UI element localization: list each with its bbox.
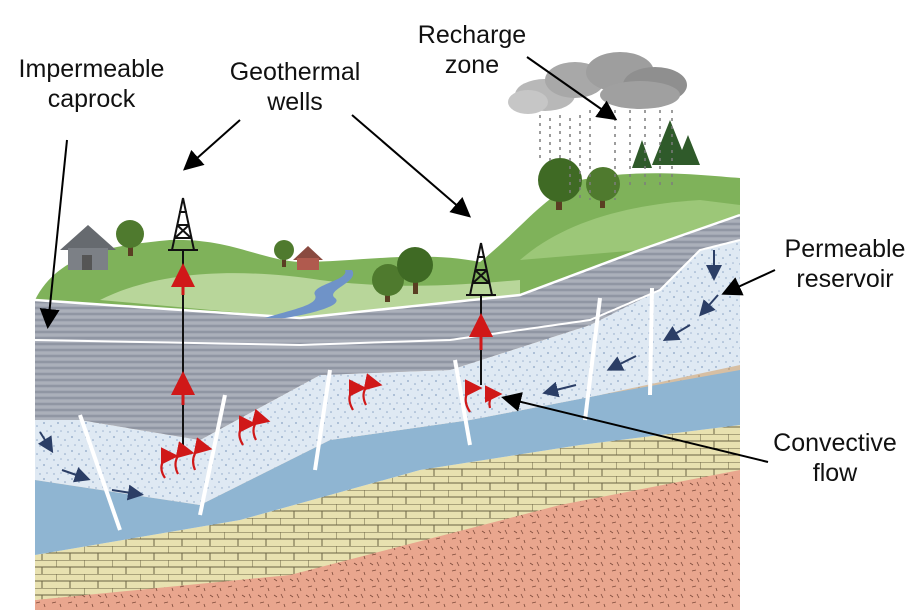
tree-icon — [586, 167, 620, 208]
label-impermeable-caprock: Impermeable caprock — [18, 55, 165, 113]
label-permeable-reservoir: Permeable reservoir — [784, 235, 906, 293]
label-geothermal-wells: Geothermal wells — [229, 58, 361, 116]
grey-strata-layer — [35, 215, 740, 440]
label-convective-flow: Convective flow — [773, 429, 897, 487]
house-icon — [60, 225, 116, 270]
pine-tree-icon — [632, 120, 700, 168]
river — [265, 270, 354, 318]
limestone-layer — [35, 425, 740, 600]
tree-icon — [397, 247, 433, 294]
tree-icon — [538, 158, 582, 210]
hot-fluid-arrows — [171, 263, 493, 405]
convective-flow-arrows — [160, 373, 503, 479]
recharge-flow-arrows — [37, 250, 722, 501]
fault-lines — [78, 287, 654, 531]
house-icon — [293, 246, 323, 270]
drilling-rig-icon — [168, 197, 198, 251]
rain — [539, 110, 673, 200]
rain-cloud-icon — [508, 52, 687, 114]
tree-icon — [274, 240, 294, 267]
label-recharge-zone: Recharge zone — [417, 21, 527, 79]
granite-basement-layer — [35, 460, 740, 610]
tree-icon — [116, 220, 144, 256]
drilling-rig-icon — [466, 242, 496, 296]
callout-arrows — [39, 56, 776, 463]
tree-icon — [372, 264, 404, 302]
